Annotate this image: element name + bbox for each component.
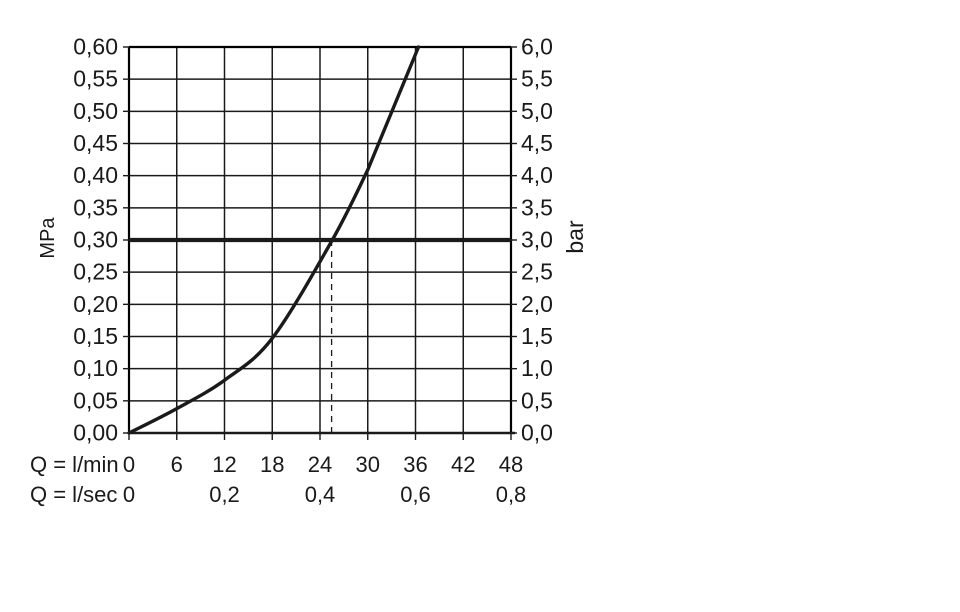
svg-text:0,8: 0,8	[496, 482, 527, 507]
svg-text:24: 24	[308, 452, 332, 477]
svg-text:0,35: 0,35	[73, 194, 118, 220]
svg-text:18: 18	[260, 452, 284, 477]
svg-text:48: 48	[499, 452, 523, 477]
svg-text:4,5: 4,5	[521, 130, 553, 156]
svg-text:0,50: 0,50	[73, 98, 118, 124]
svg-text:0,15: 0,15	[73, 323, 118, 349]
svg-text:12: 12	[212, 452, 236, 477]
svg-text:0,00: 0,00	[73, 420, 118, 446]
svg-text:0,05: 0,05	[73, 387, 118, 413]
svg-text:0,10: 0,10	[73, 355, 118, 381]
svg-text:1,0: 1,0	[521, 355, 553, 381]
svg-text:0,55: 0,55	[73, 66, 118, 92]
svg-text:MPa: MPa	[37, 217, 59, 259]
svg-text:6,0: 6,0	[521, 34, 553, 60]
svg-text:0,30: 0,30	[73, 227, 118, 253]
svg-text:0,6: 0,6	[400, 482, 431, 507]
svg-text:3,5: 3,5	[521, 194, 553, 220]
svg-text:42: 42	[451, 452, 475, 477]
svg-text:0,25: 0,25	[73, 259, 118, 285]
svg-text:0,40: 0,40	[73, 162, 118, 188]
svg-text:2,5: 2,5	[521, 259, 553, 285]
svg-text:6: 6	[171, 452, 183, 477]
svg-text:4,0: 4,0	[521, 162, 553, 188]
svg-text:3,0: 3,0	[521, 227, 553, 253]
svg-text:5,0: 5,0	[521, 98, 553, 124]
svg-text:bar: bar	[562, 220, 588, 254]
svg-text:2,0: 2,0	[521, 291, 553, 317]
svg-text:1,5: 1,5	[521, 323, 553, 349]
svg-text:5,5: 5,5	[521, 66, 553, 92]
svg-text:30: 30	[356, 452, 380, 477]
svg-text:0,2: 0,2	[209, 482, 240, 507]
svg-text:36: 36	[403, 452, 427, 477]
svg-text:0,5: 0,5	[521, 387, 553, 413]
svg-text:0: 0	[123, 482, 135, 507]
svg-text:0,4: 0,4	[305, 482, 336, 507]
svg-text:0,60: 0,60	[73, 34, 118, 60]
svg-text:Q = l/min: Q = l/min	[30, 452, 119, 477]
svg-text:Q = l/sec: Q = l/sec	[30, 482, 117, 507]
svg-text:0,20: 0,20	[73, 291, 118, 317]
svg-text:0,45: 0,45	[73, 130, 118, 156]
svg-text:0,0: 0,0	[521, 420, 553, 446]
svg-text:0: 0	[123, 452, 135, 477]
